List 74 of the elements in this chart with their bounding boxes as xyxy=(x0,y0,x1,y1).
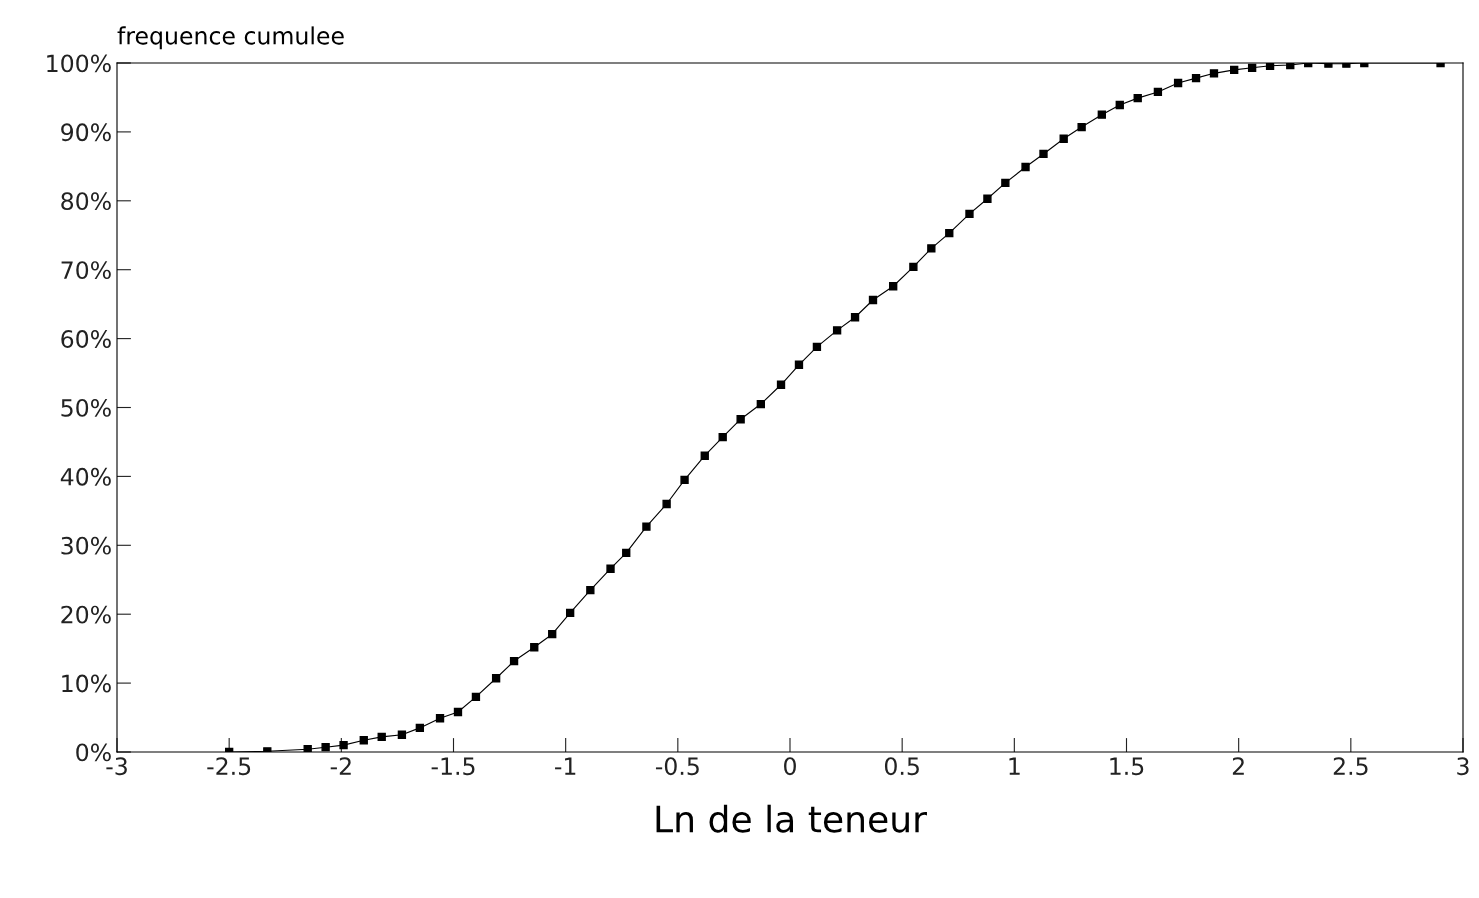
x-tick-label: -1 xyxy=(555,757,576,775)
y-tick-label: 20% xyxy=(61,605,111,624)
point xyxy=(983,194,992,203)
x-tick-label: -0.5 xyxy=(655,757,699,776)
x-tick-label: 2 xyxy=(1232,757,1244,775)
point xyxy=(509,656,519,666)
y-axis-title: frequence cumulee xyxy=(117,26,344,50)
y-tick-label: 40% xyxy=(60,467,111,486)
point xyxy=(377,732,386,742)
x-tick-label: 2.5 xyxy=(1333,757,1368,776)
point xyxy=(868,295,878,305)
point xyxy=(1209,69,1219,78)
point xyxy=(812,342,822,352)
y-tick-label: 50% xyxy=(61,398,111,417)
x-tick-label: 1.5 xyxy=(1110,757,1144,776)
point xyxy=(832,326,842,335)
point xyxy=(1247,63,1257,72)
point xyxy=(359,736,368,745)
point xyxy=(850,313,860,322)
point xyxy=(736,415,745,424)
y-tick-label: 90% xyxy=(61,123,111,142)
point xyxy=(642,522,651,531)
x-tick-label: 1 xyxy=(1009,757,1020,775)
point xyxy=(945,229,954,238)
x-tick-label: 0 xyxy=(784,757,796,776)
point xyxy=(415,723,425,733)
point xyxy=(435,714,445,723)
point xyxy=(965,209,974,219)
point xyxy=(680,475,689,485)
point xyxy=(471,692,481,702)
x-tick-label: 0.5 xyxy=(884,757,919,776)
point xyxy=(453,707,463,717)
point xyxy=(1173,78,1183,88)
point xyxy=(1077,122,1086,132)
point xyxy=(700,451,709,460)
point xyxy=(1001,178,1010,188)
y-tick-label: 100% xyxy=(47,54,111,73)
y-tick-label: 10% xyxy=(62,674,111,693)
point xyxy=(1153,87,1163,97)
point xyxy=(321,743,330,752)
point xyxy=(776,380,786,389)
y-tick-label: 60% xyxy=(61,330,111,348)
point xyxy=(1133,93,1142,103)
point xyxy=(909,262,918,272)
x-tick-label: -2.5 xyxy=(207,757,251,776)
point xyxy=(1021,162,1030,172)
point xyxy=(1191,73,1201,83)
point xyxy=(622,548,631,558)
point xyxy=(1059,134,1068,143)
y-tick-label: 30% xyxy=(61,536,111,555)
x-tick-label: -2 xyxy=(330,757,351,775)
x-tick-label: -1.5 xyxy=(431,757,475,776)
y-tick-label: 80% xyxy=(61,192,111,211)
point xyxy=(548,630,557,639)
point xyxy=(662,499,671,509)
point xyxy=(491,674,501,683)
point xyxy=(756,399,766,409)
point xyxy=(397,730,407,739)
point xyxy=(718,432,727,442)
x-tick-label: 3 xyxy=(1457,757,1469,776)
point xyxy=(606,564,615,573)
point xyxy=(927,244,936,253)
point xyxy=(889,282,898,291)
point xyxy=(565,608,575,617)
point xyxy=(586,585,595,595)
point xyxy=(530,643,539,652)
point xyxy=(1039,149,1048,159)
point xyxy=(339,740,348,750)
point xyxy=(1115,100,1124,110)
point xyxy=(1097,110,1106,119)
point xyxy=(794,360,804,369)
point xyxy=(1230,65,1239,75)
y-tick-label: 70% xyxy=(61,261,111,280)
x-axis-title: Ln de la teneur xyxy=(656,804,927,833)
